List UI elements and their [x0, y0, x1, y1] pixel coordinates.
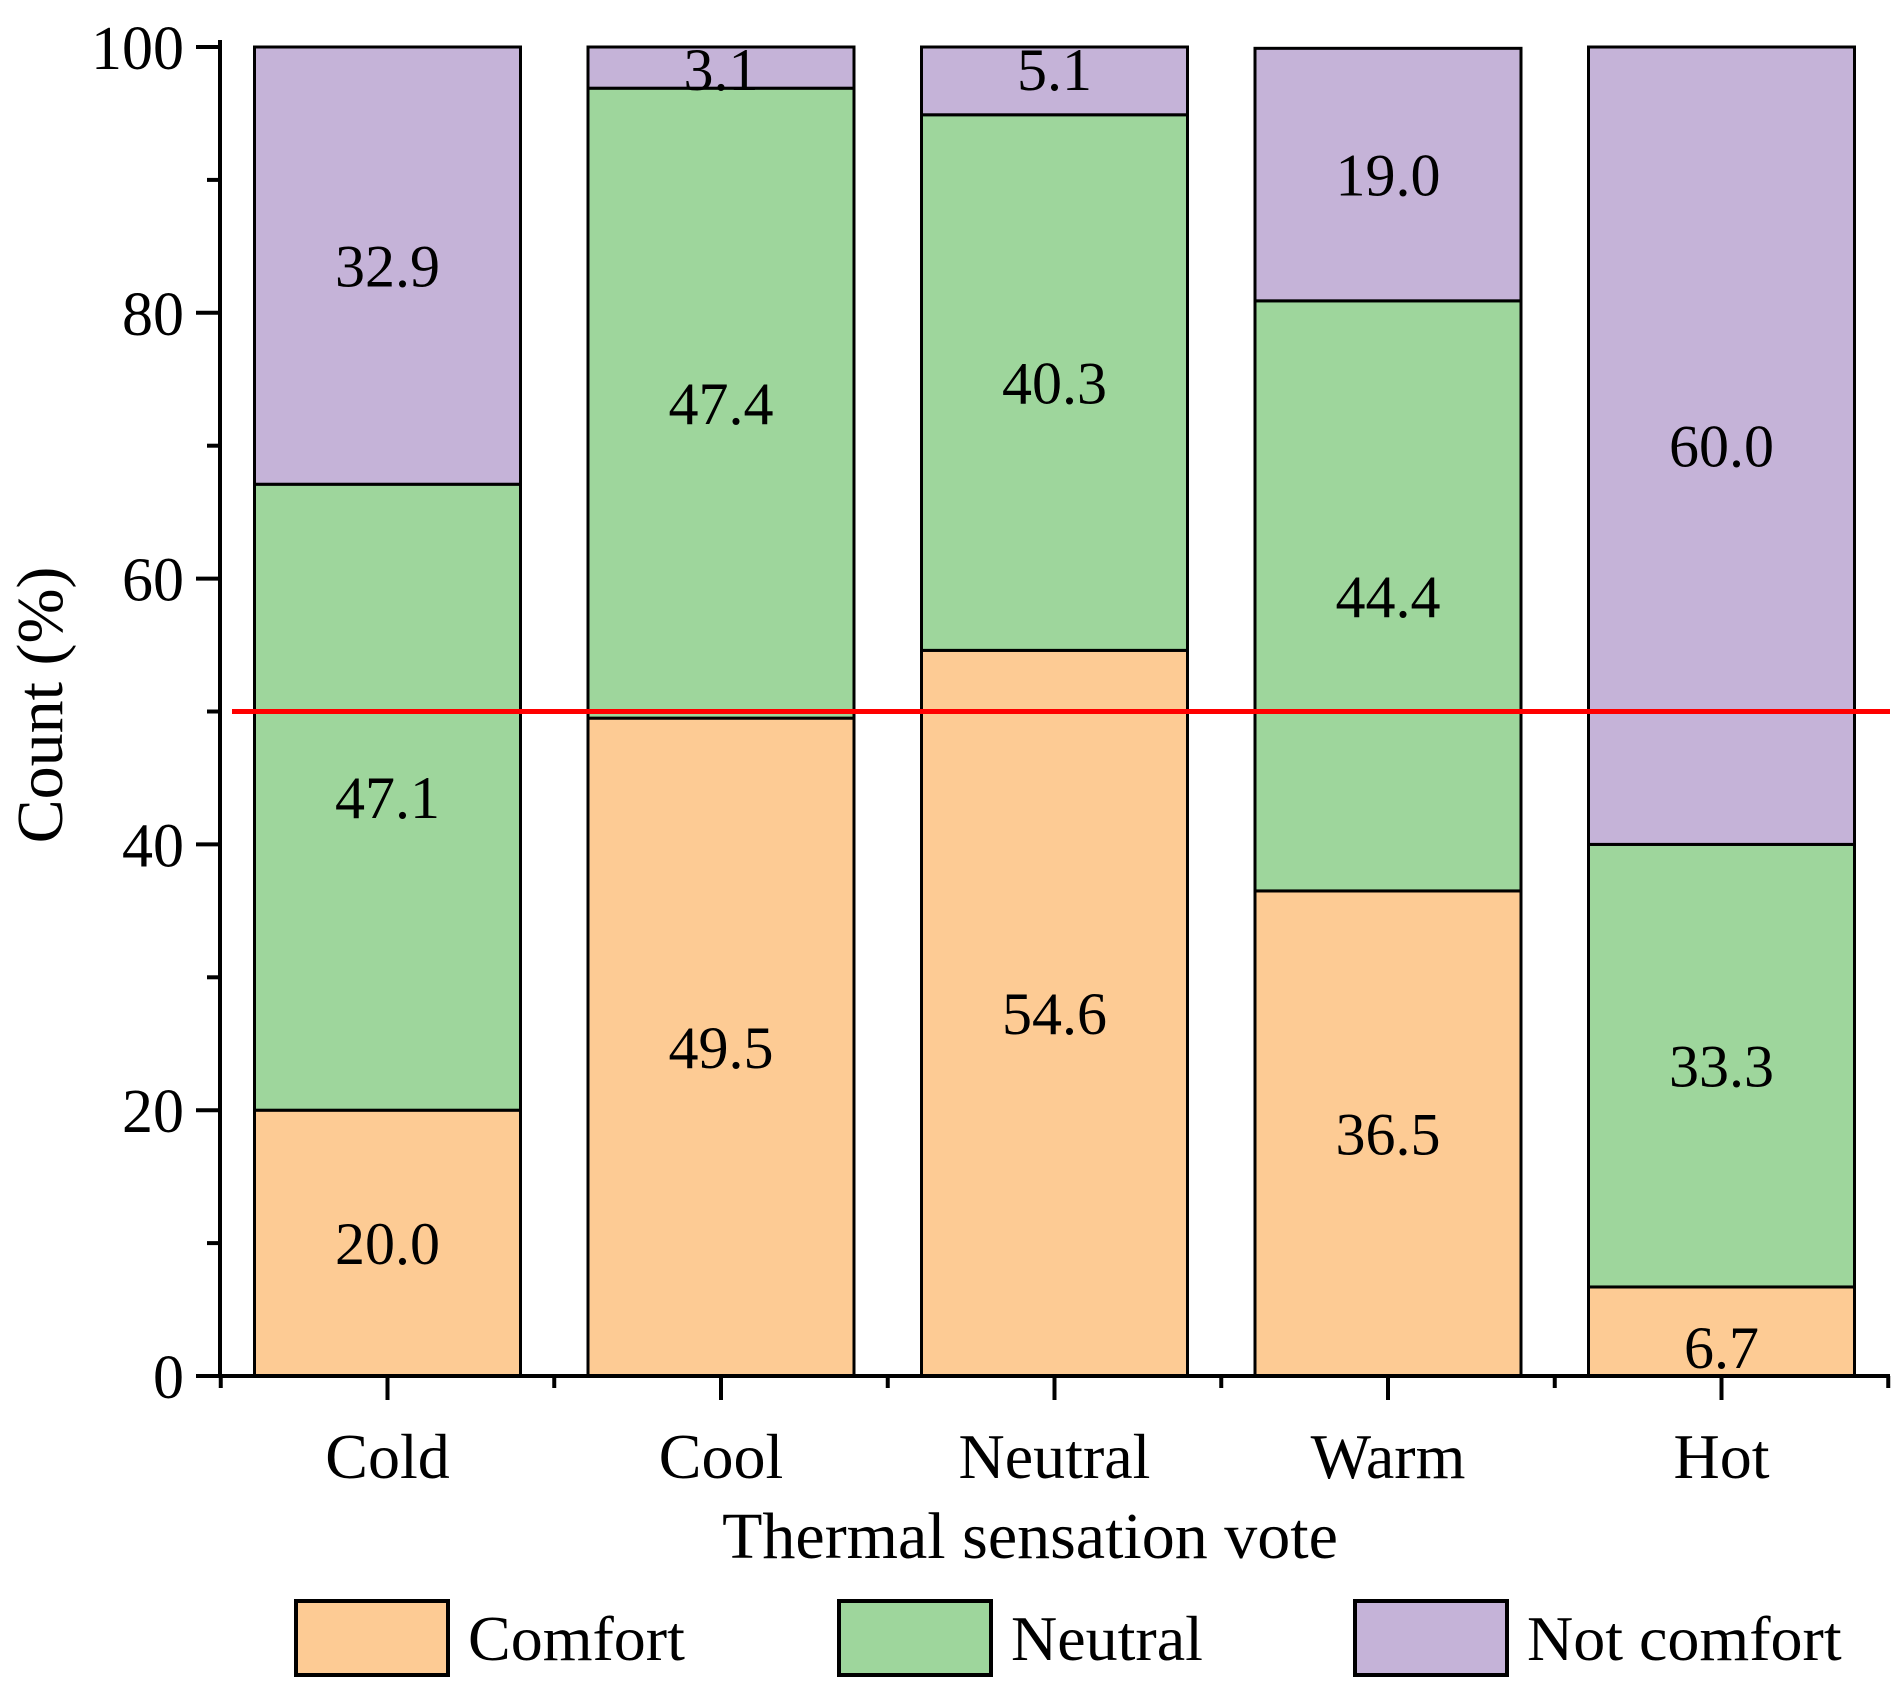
data-label-cold-neutral: 47.1	[335, 765, 440, 831]
bar-neutral-not-comfort	[920, 45, 1189, 117]
data-label-cold-comfort: 20.0	[335, 1211, 440, 1277]
x-tick-label-warm: Warm	[1311, 1421, 1466, 1492]
bar-neutral-neutral	[920, 113, 1189, 652]
data-label-cold-not-comfort: 32.9	[335, 234, 440, 300]
y-tick-label: 40	[122, 812, 184, 880]
legend-swatch-neutral	[837, 1599, 993, 1677]
y-tick-label: 80	[122, 281, 184, 349]
y-tick-label: 60	[122, 547, 184, 615]
bar-cool-comfort	[586, 716, 856, 1378]
legend-label-not-comfort: Not comfort	[1527, 1603, 1842, 1674]
legend-swatch-not-comfort	[1353, 1599, 1509, 1677]
y-tick-label: 100	[91, 15, 184, 83]
x-axis-title: Thermal sensation vote	[722, 1500, 1338, 1573]
legend-swatch-comfort	[294, 1599, 450, 1677]
axes-layer: 0 20 40 60 80 100 Cold Cool Neutral Warm Hot	[91, 15, 1891, 1492]
bar-cool-not-comfort	[586, 45, 856, 90]
data-label-cool-neutral: 47.4	[669, 371, 774, 437]
legend-label-neutral: Neutral	[1011, 1603, 1203, 1674]
x-ticks: Cold Cool Neutral Warm Hot	[218, 1376, 1891, 1492]
data-label-hot-neutral: 33.3	[1669, 1034, 1774, 1100]
bar-cold-comfort	[253, 1108, 522, 1378]
x-tick-label-cold: Cold	[325, 1421, 449, 1492]
data-label-neutral-not-comfort: 5.1	[1017, 37, 1092, 103]
x-tick-label-cool: Cool	[659, 1421, 783, 1492]
bar-warm-comfort	[1253, 889, 1523, 1378]
data-label-neutral-comfort: 54.6	[1002, 981, 1107, 1047]
x-tick-label-hot: Hot	[1674, 1421, 1770, 1492]
data-label-warm-neutral: 44.4	[1336, 564, 1441, 630]
y-tick-label: 0	[153, 1344, 184, 1412]
legend: Comfort Neutral Not comfort	[294, 1599, 1842, 1677]
y-tick-label: 20	[122, 1078, 184, 1146]
data-label-warm-comfort: 36.5	[1336, 1101, 1441, 1167]
legend-label-comfort: Comfort	[468, 1603, 685, 1674]
data-label-hot-not-comfort: 60.0	[1669, 414, 1774, 480]
bar-cold-neutral	[253, 482, 522, 1112]
bar-labels-layer: 20.0 47.1 32.9 49.5 47.4 3.1 54.6 40.3 5.1 36.5 44…	[335, 37, 1774, 1381]
bar-warm-neutral	[1253, 299, 1523, 893]
data-label-hot-comfort: 6.7	[1684, 1315, 1759, 1381]
data-label-cool-not-comfort: 3.1	[684, 37, 759, 103]
y-axis-title: Count (%)	[4, 567, 77, 844]
x-tick-label-neutral: Neutral	[959, 1421, 1151, 1492]
bar-warm-not-comfort	[1253, 46, 1523, 303]
bars-layer	[253, 45, 1856, 1378]
y-ticks: 0 20 40 60 80 100	[91, 15, 220, 1412]
data-label-neutral-neutral: 40.3	[1002, 351, 1107, 417]
data-label-warm-not-comfort: 19.0	[1336, 143, 1441, 209]
data-label-cool-comfort: 49.5	[669, 1015, 774, 1081]
bar-cool-neutral	[586, 86, 856, 720]
bar-cold-not-comfort	[253, 45, 522, 486]
